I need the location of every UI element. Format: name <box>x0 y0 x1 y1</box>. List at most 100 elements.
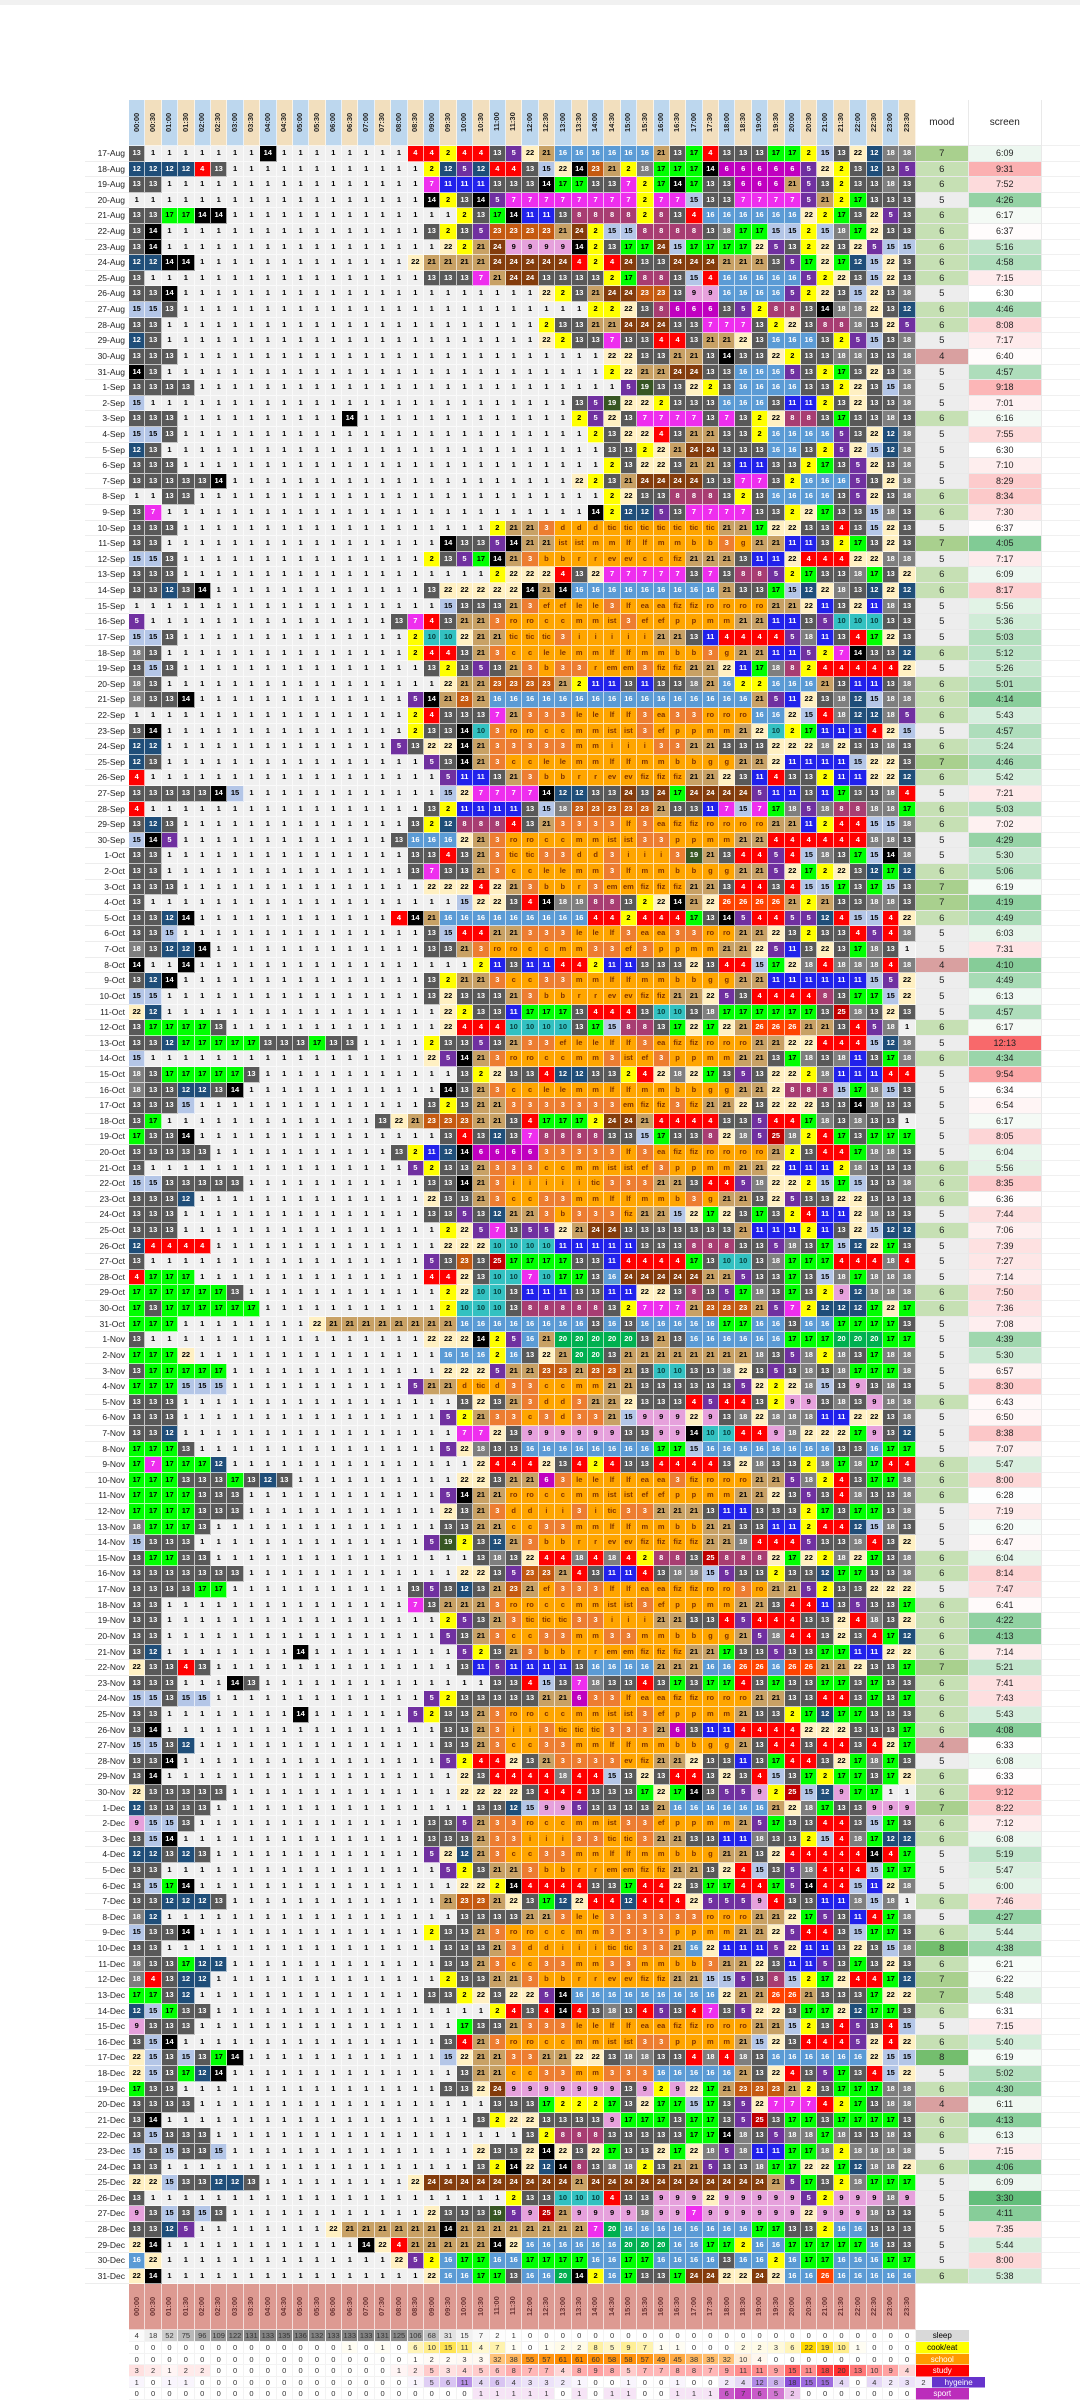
activity-cell[interactable]: 13 <box>833 286 851 303</box>
activity-cell[interactable]: d <box>555 520 572 537</box>
activity-cell[interactable]: 13 <box>833 926 851 943</box>
activity-cell[interactable]: 13 <box>882 286 900 303</box>
activity-cell[interactable]: 1 <box>194 676 211 693</box>
activity-cell[interactable]: 2 <box>735 489 752 506</box>
activity-cell[interactable]: 12 <box>145 739 162 755</box>
activity-cell[interactable]: 1 <box>178 614 195 630</box>
mood-cell[interactable]: 7 <box>915 754 969 771</box>
mood-cell[interactable]: 5 <box>915 661 969 677</box>
activity-cell[interactable]: 2 <box>833 536 851 552</box>
activity-cell[interactable]: 3 <box>522 1160 539 1177</box>
activity-cell[interactable]: 13 <box>161 520 179 537</box>
activity-cell[interactable]: b <box>555 770 572 786</box>
activity-cell[interactable]: 1 <box>243 801 261 818</box>
activity-cell[interactable]: 1 <box>309 629 326 646</box>
activity-cell[interactable]: 21 <box>768 1035 785 1052</box>
activity-cell[interactable]: 5 <box>784 286 802 303</box>
activity-cell[interactable]: 13 <box>702 1379 720 1395</box>
activity-cell[interactable]: 1 <box>309 380 326 396</box>
activity-cell[interactable]: 4 <box>899 785 916 802</box>
activity-cell[interactable]: 13 <box>801 785 818 802</box>
activity-cell[interactable]: 2 <box>801 1223 818 1239</box>
activity-cell[interactable]: 1 <box>358 177 375 193</box>
date-cell[interactable]: 28-Aug <box>85 317 129 334</box>
activity-cell[interactable]: 21 <box>489 1098 506 1114</box>
activity-cell[interactable]: 8 <box>719 1550 736 1567</box>
activity-cell[interactable]: 17 <box>866 1301 883 1317</box>
activity-cell[interactable]: 4 <box>833 1035 851 1052</box>
activity-cell[interactable]: 1 <box>243 1504 261 1520</box>
activity-cell[interactable]: 1 <box>145 146 162 162</box>
activity-cell[interactable]: 5 <box>424 1254 441 1270</box>
activity-cell[interactable]: 22 <box>768 739 785 755</box>
activity-cell[interactable]: ro <box>522 832 539 849</box>
activity-cell[interactable]: 22 <box>440 1363 457 1380</box>
activity-cell[interactable]: 21 <box>686 988 703 1005</box>
activity-cell[interactable]: 13 <box>669 1285 687 1302</box>
activity-cell[interactable]: 1 <box>260 270 277 287</box>
activity-cell[interactable]: 1 <box>358 208 375 225</box>
activity-cell[interactable]: 16 <box>768 489 785 506</box>
activity-cell[interactable]: 1 <box>276 1504 293 1520</box>
activity-cell[interactable]: 1 <box>194 973 211 989</box>
activity-cell[interactable]: 16 <box>735 208 752 225</box>
activity-cell[interactable]: 24 <box>653 785 670 802</box>
activity-cell[interactable]: 13 <box>833 988 851 1005</box>
activity-cell[interactable]: 22 <box>768 1488 785 1505</box>
activity-cell[interactable]: 3 <box>555 848 572 865</box>
activity-cell[interactable]: 1 <box>243 333 261 349</box>
activity-cell[interactable]: 1 <box>194 286 211 303</box>
activity-cell[interactable]: 21 <box>604 161 621 178</box>
activity-cell[interactable]: 13 <box>833 895 851 911</box>
activity-cell[interactable]: ev <box>604 988 621 1005</box>
mood-cell[interactable]: 6 <box>915 489 969 506</box>
activity-cell[interactable]: 13 <box>129 1363 146 1380</box>
activity-cell[interactable]: 1 <box>243 536 261 552</box>
activity-cell[interactable]: 1 <box>210 864 228 880</box>
activity-cell[interactable]: 1 <box>358 192 375 209</box>
activity-cell[interactable]: 12 <box>571 785 588 802</box>
activity-cell[interactable]: 13 <box>751 333 769 349</box>
activity-cell[interactable]: 17 <box>161 1285 179 1302</box>
activity-cell[interactable]: m <box>587 1379 605 1395</box>
activity-cell[interactable]: 13 <box>145 1582 162 1598</box>
activity-cell[interactable]: 1 <box>260 817 277 833</box>
activity-cell[interactable]: 13 <box>735 551 752 568</box>
activity-cell[interactable]: 1 <box>309 1269 326 1286</box>
activity-cell[interactable]: 7 <box>833 645 851 662</box>
activity-cell[interactable]: 18 <box>882 1145 900 1161</box>
activity-cell[interactable]: tic <box>505 629 523 646</box>
activity-cell[interactable]: 1 <box>424 1129 441 1145</box>
activity-cell[interactable]: 1 <box>309 1160 326 1177</box>
activity-cell[interactable]: 1 <box>571 364 588 381</box>
activity-cell[interactable]: 1 <box>391 1363 408 1380</box>
activity-cell[interactable]: 13 <box>850 177 867 193</box>
activity-cell[interactable]: 13 <box>899 629 916 646</box>
activity-cell[interactable]: 1 <box>440 505 457 521</box>
activity-cell[interactable]: 17 <box>801 723 818 740</box>
activity-cell[interactable]: ro <box>505 942 523 958</box>
activity-cell[interactable]: 1 <box>161 224 179 240</box>
mood-cell[interactable]: 6 <box>915 208 969 225</box>
date-cell[interactable]: 23-Oct <box>85 1191 129 1208</box>
activity-cell[interactable]: 1 <box>260 348 277 365</box>
activity-cell[interactable]: 13 <box>129 1410 146 1426</box>
activity-cell[interactable]: ist <box>604 1160 621 1177</box>
activity-cell[interactable]: m <box>702 832 720 849</box>
activity-cell[interactable]: d <box>571 520 588 537</box>
activity-cell[interactable]: 2 <box>801 286 818 303</box>
activity-cell[interactable]: 5 <box>129 614 146 630</box>
activity-cell[interactable]: 22 <box>882 1004 900 1021</box>
activity-cell[interactable]: 4 <box>505 161 523 178</box>
activity-cell[interactable]: 1 <box>342 1441 359 1458</box>
activity-cell[interactable]: 1 <box>292 1410 310 1426</box>
activity-cell[interactable]: 13 <box>489 1394 506 1411</box>
activity-cell[interactable]: fiz <box>653 770 670 786</box>
activity-cell[interactable]: 8 <box>735 1550 752 1567</box>
activity-cell[interactable]: 4 <box>866 1535 883 1551</box>
activity-cell[interactable]: 21 <box>538 536 556 552</box>
activity-cell[interactable]: 13 <box>571 317 588 334</box>
activity-cell[interactable]: 13 <box>587 1566 605 1583</box>
activity-cell[interactable]: 5 <box>538 1223 556 1239</box>
activity-cell[interactable]: 22 <box>555 161 572 178</box>
